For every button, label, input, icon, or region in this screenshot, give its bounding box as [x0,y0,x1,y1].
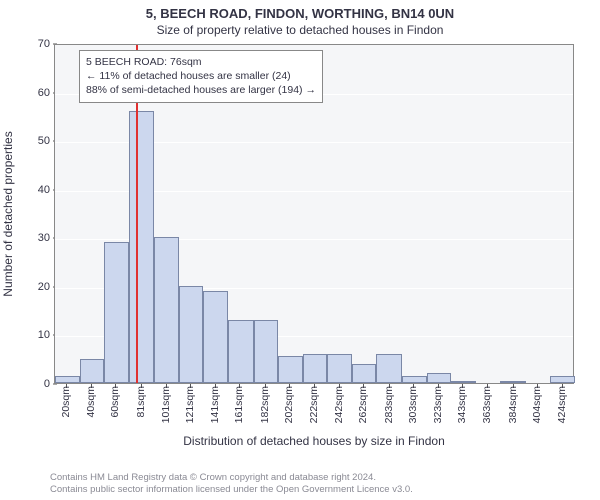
x-tick-label: 343sqm [456,386,468,423]
x-tick-label: 40sqm [85,386,97,418]
x-tick-label: 101sqm [160,386,172,423]
x-tick-label: 303sqm [407,386,419,423]
y-axis-label: Number of detached properties [1,131,15,296]
histogram-bar [327,354,352,383]
info-line-2: ← 11% of detached houses are smaller (24… [86,69,316,83]
chart-container: 5, BEECH ROAD, FINDON, WORTHING, BN14 0U… [0,0,600,500]
y-tick-label: 30 [0,232,50,244]
histogram-bar [500,381,526,383]
x-tick-label: 202sqm [283,386,295,423]
x-tick-label: 161sqm [233,386,245,423]
plot-area: 5 BEECH ROAD: 76sqm ← 11% of detached ho… [54,44,574,384]
histogram-bar [179,286,204,383]
histogram-bar [376,354,402,383]
x-tick-label: 384sqm [507,386,519,423]
histogram-bar [402,376,427,383]
y-tick-label: 40 [0,184,50,196]
x-tick-label: 363sqm [481,386,493,423]
info-line-3: 88% of semi-detached houses are larger (… [86,83,316,97]
x-tick-label: 60sqm [109,386,121,418]
histogram-bar [203,291,228,383]
histogram-bar [154,237,179,383]
y-tick-label: 60 [0,87,50,99]
histogram-bar [80,359,105,383]
histogram-bar [228,320,254,383]
license-text: Contains HM Land Registry data © Crown c… [50,472,590,496]
license-line-1: Contains HM Land Registry data © Crown c… [50,472,590,484]
x-tick-label: 242sqm [333,386,345,423]
license-line-2: Contains public sector information licen… [50,484,590,496]
info-box: 5 BEECH ROAD: 76sqm ← 11% of detached ho… [79,50,323,103]
histogram-bar [278,356,303,383]
x-tick-label: 20sqm [60,386,72,418]
x-axis-label: Distribution of detached houses by size … [54,434,574,448]
histogram-bar [550,376,575,383]
x-tick-label: 141sqm [209,386,221,423]
histogram-bar [129,111,155,383]
chart-subtitle: Size of property relative to detached ho… [0,21,600,37]
x-tick-label: 323sqm [432,386,444,423]
histogram-bar [427,373,452,383]
histogram-bar [254,320,279,383]
y-tick-label: 70 [0,38,50,50]
histogram-bar [352,364,377,383]
y-tick-label: 50 [0,135,50,147]
x-tick-label: 283sqm [383,386,395,423]
info-line-1: 5 BEECH ROAD: 76sqm [86,55,316,69]
x-tick-label: 222sqm [308,386,320,423]
histogram-bar [451,381,476,383]
y-tick-label: 20 [0,281,50,293]
x-tick-label: 262sqm [357,386,369,423]
y-tick-label: 10 [0,329,50,341]
x-tick-label: 182sqm [259,386,271,423]
y-tick-label: 0 [0,378,50,390]
histogram-bar [104,242,129,383]
x-tick-label: 424sqm [556,386,568,423]
x-tick-label: 121sqm [184,386,196,423]
x-tick-label: 404sqm [531,386,543,423]
chart-title: 5, BEECH ROAD, FINDON, WORTHING, BN14 0U… [0,0,600,21]
x-tick-label: 81sqm [135,386,147,418]
histogram-bar [55,376,80,383]
histogram-bar [303,354,328,383]
